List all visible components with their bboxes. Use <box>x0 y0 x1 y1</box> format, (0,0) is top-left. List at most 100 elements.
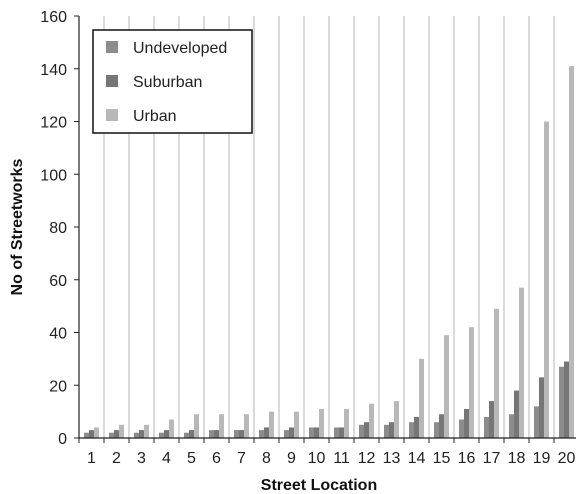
bar <box>189 430 194 438</box>
x-tick-label: 4 <box>162 450 171 467</box>
bar <box>314 427 319 438</box>
x-tick-label: 6 <box>212 450 221 467</box>
bar <box>469 327 474 438</box>
bar <box>414 416 419 438</box>
x-tick-label: 10 <box>308 450 326 467</box>
bar <box>384 424 389 438</box>
x-tick-label: 1 <box>87 450 96 467</box>
bar <box>134 432 139 438</box>
x-tick-label: 5 <box>187 450 196 467</box>
bar <box>359 424 364 438</box>
legend-swatch <box>106 109 118 121</box>
x-tick-label: 20 <box>558 450 576 467</box>
y-tick-label: 80 <box>49 220 67 237</box>
bar <box>494 308 499 438</box>
legend-swatch <box>106 41 118 53</box>
bar <box>539 377 544 438</box>
bar <box>219 414 224 438</box>
bar <box>269 411 274 438</box>
bar <box>169 419 174 438</box>
bar <box>389 422 394 438</box>
bar <box>344 408 349 438</box>
bar <box>84 432 89 438</box>
axes <box>74 15 576 443</box>
bar <box>489 401 494 438</box>
bar <box>519 287 524 438</box>
bar <box>214 430 219 438</box>
bar <box>439 414 444 438</box>
bar <box>89 430 94 438</box>
bar <box>369 403 374 438</box>
x-tick-label: 2 <box>112 450 121 467</box>
bar <box>194 414 199 438</box>
bar <box>394 401 399 438</box>
bar <box>139 430 144 438</box>
x-tick-label: 3 <box>137 450 146 467</box>
x-axis-title: Street Location <box>261 477 377 494</box>
bar <box>94 427 99 438</box>
x-tick-label: 9 <box>287 450 296 467</box>
bar <box>109 432 114 438</box>
bar <box>164 430 169 438</box>
y-axis-title: No of Streetworks <box>9 158 26 295</box>
x-tick-label: 16 <box>458 450 476 467</box>
bar <box>544 121 549 438</box>
bar <box>434 422 439 438</box>
bar <box>514 390 519 438</box>
x-tick-label: 15 <box>433 450 451 467</box>
bar <box>309 427 314 438</box>
legend-label: Suburban <box>133 74 202 91</box>
bar <box>259 430 264 438</box>
bars <box>84 66 574 439</box>
legend-label: Urban <box>133 108 177 125</box>
bar <box>464 408 469 438</box>
bar <box>339 427 344 438</box>
bar <box>114 430 119 438</box>
y-tick-label: 60 <box>49 273 67 290</box>
bar <box>484 416 489 438</box>
y-tick-label: 160 <box>40 9 67 26</box>
x-tick-label: 8 <box>262 450 271 467</box>
bar <box>319 408 324 438</box>
x-tick-label: 14 <box>408 450 426 467</box>
bar <box>184 432 189 438</box>
bar <box>459 419 464 438</box>
x-tick-label: 13 <box>383 450 401 467</box>
y-tick-label: 0 <box>58 431 67 448</box>
bar <box>209 430 214 438</box>
y-tick-label: 140 <box>40 62 67 79</box>
x-tick-label: 18 <box>508 450 526 467</box>
bar <box>564 361 569 438</box>
legend-label: Undeveloped <box>133 40 227 57</box>
x-tick-label: 11 <box>333 450 350 467</box>
bar <box>534 406 539 438</box>
legend-box <box>92 29 253 134</box>
x-tick-label: 7 <box>237 450 246 467</box>
bar <box>409 422 414 438</box>
y-tick-label: 100 <box>40 167 67 184</box>
bar <box>289 427 294 438</box>
bar <box>509 414 514 438</box>
legend: Undeveloped Suburban Urban <box>92 29 253 134</box>
bar <box>239 430 244 438</box>
bar <box>294 411 299 438</box>
x-tick-label: 12 <box>358 450 376 467</box>
legend-swatch <box>106 75 118 87</box>
bar <box>264 427 269 438</box>
bar <box>569 66 574 439</box>
y-tick-label: 40 <box>49 326 67 343</box>
y-tick-label: 120 <box>40 115 67 132</box>
bar <box>284 430 289 438</box>
x-tick-label: 19 <box>533 450 551 467</box>
bar <box>559 366 564 438</box>
x-tick-label: 17 <box>483 450 501 467</box>
bar <box>119 424 124 438</box>
bar <box>234 430 239 438</box>
bar <box>419 358 424 438</box>
y-tick-label: 20 <box>49 378 67 395</box>
bar <box>444 335 449 438</box>
bar <box>144 424 149 438</box>
bar <box>364 422 369 438</box>
